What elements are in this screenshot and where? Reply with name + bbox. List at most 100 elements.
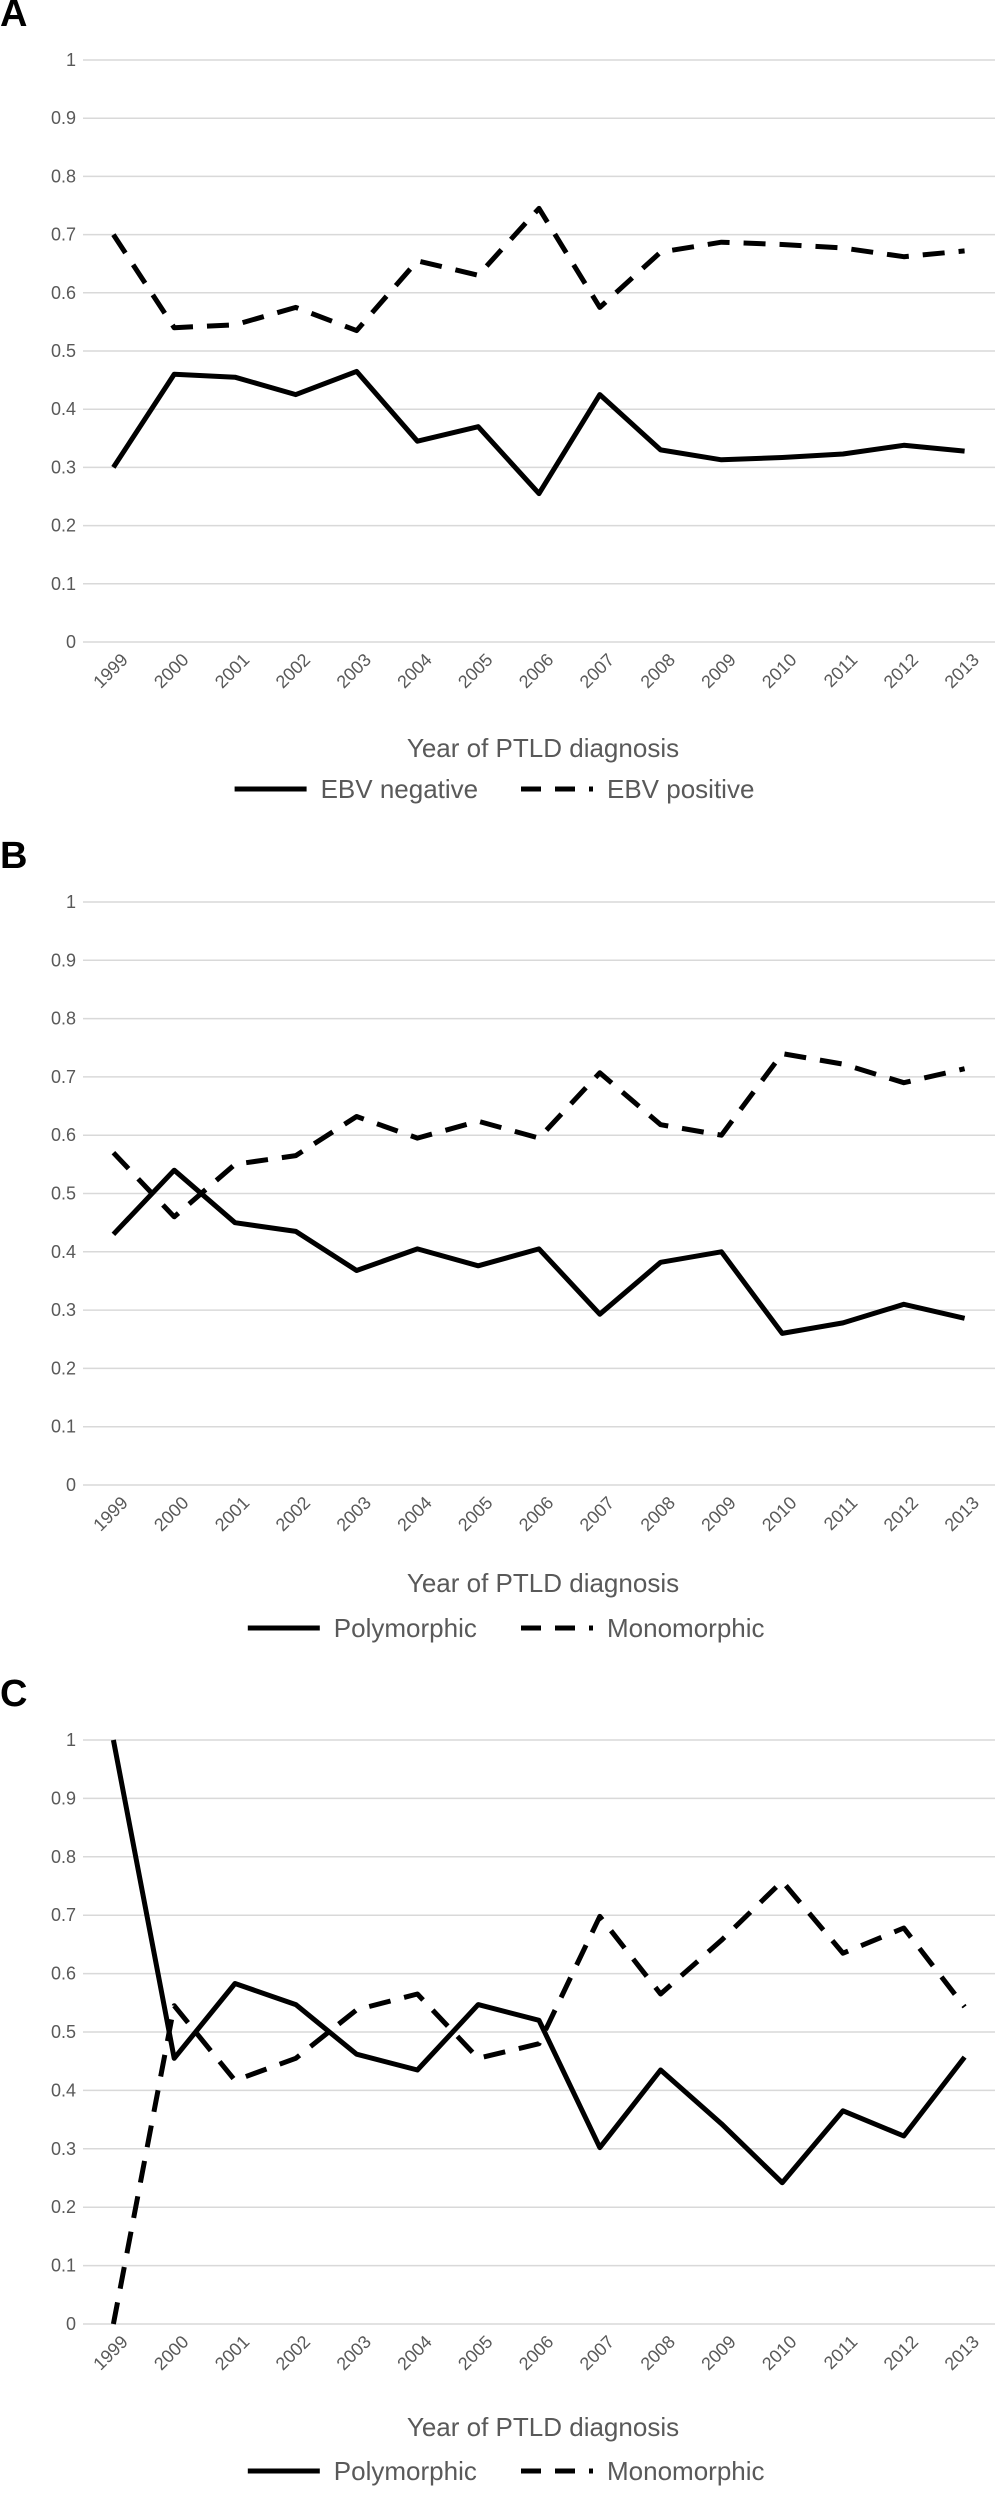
x-tick-label: 2004 [393,1493,435,1535]
y-tick-label: 0.8 [51,1009,76,1029]
x-tick-label: 1999 [89,1493,131,1535]
x-tick-label: 2011 [820,2332,862,2374]
legend-label: Polymorphic [334,2456,477,2486]
y-tick-label: 0.6 [51,283,76,303]
chart-panel-c: C 0 0.1 0.2 0.3 0.4 0.5 0.6 0.7 0.8 0.9 1 1999 2000 20… [0,1673,995,2486]
x-tick-label: 2013 [941,650,983,692]
x-tick-label: 2007 [576,1493,618,1535]
y-tick-label: 0.9 [51,108,76,128]
x-tick-label: 2000 [150,650,192,692]
x-axis-label: Year of PTLD diagnosis [407,733,679,763]
y-tick-label: 0.8 [51,1847,76,1867]
x-tick-label: 2004 [393,2332,435,2374]
x-tick-label: 2000 [150,2332,192,2374]
series-line-monomorphic [110,1878,967,2325]
legend: Polymorphic Monomorphic [247,2456,765,2486]
y-tick-label: 0.9 [51,1788,76,1808]
x-tick-label: 2007 [576,650,618,692]
x-tick-label: 2010 [758,2332,800,2374]
x-tick-label: 1999 [89,650,131,692]
y-tick-label: 0.3 [51,2139,76,2159]
x-tick-label: 2012 [880,650,922,692]
chart-panel-b: B 0 0.1 0.2 0.3 0.4 0.5 0.6 0.7 0.8 0.9 1 1999 2000 20… [0,835,995,1643]
x-axis-label: Year of PTLD diagnosis [407,2412,679,2442]
y-tick-label: 0.7 [51,225,76,245]
legend-label: EBV positive [607,774,754,804]
y-tick-label: 0.5 [51,341,76,361]
y-tick-label: 0.5 [51,1184,76,1204]
y-tick-label: 0.7 [51,1067,76,1087]
legend: EBV negative EBV positive [234,774,754,804]
chart-panel-a: A 0 0.1 0.2 0.3 0.4 0.5 0.6 0.7 0.8 0.9 1 1999 2000 20… [0,0,995,804]
x-tick-label: 2009 [697,1493,739,1535]
y-tick-label: 0.2 [51,516,76,536]
x-tick-label: 2012 [880,1493,922,1535]
panel-letter: A [0,0,27,35]
legend-label: EBV negative [321,774,479,804]
y-tick-label: 0.2 [51,2197,76,2217]
x-tick-label: 2006 [515,2332,557,2374]
y-tick-label: 0.4 [51,1242,76,1262]
x-tick-label: 2002 [272,1493,314,1535]
y-tick-label: 0.1 [51,1417,76,1437]
x-tick-label: 2011 [820,1493,862,1535]
x-tick-label: 2006 [515,1493,557,1535]
x-tick-label: 2008 [637,650,679,692]
y-tick-label: 0.1 [51,2256,76,2276]
x-tick-label: 2008 [637,2332,679,2374]
x-tick-label: 2010 [758,650,800,692]
x-tick-label: 2011 [820,650,862,692]
x-tick-label: 2012 [880,2332,922,2374]
y-tick-label: 0.1 [51,574,76,594]
x-tick-label: 2009 [697,2332,739,2374]
series-line-polymorphic [110,1739,967,2186]
series-line-ebv-positive [111,205,965,334]
y-tick-label: 0 [66,1475,76,1495]
y-tick-label: 0.5 [51,2022,76,2042]
x-tick-label: 2003 [333,2332,375,2374]
x-tick-label: 1999 [89,2332,131,2374]
y-tick-label: 0.3 [51,1300,76,1320]
y-tick-label: 0 [66,2314,76,2334]
series-line-monomorphic [111,1051,966,1220]
x-tick-label: 2010 [758,1493,800,1535]
panel-letter: C [0,1673,27,1715]
legend-label: Monomorphic [607,1613,765,1643]
y-tick-label: 0.6 [51,1964,76,1984]
panel-letter: B [0,835,27,877]
y-tick-label: 0.9 [51,950,76,970]
y-tick-label: 0.3 [51,457,76,477]
legend-label: Monomorphic [607,2456,765,2486]
x-tick-label: 2002 [272,650,314,692]
x-tick-label: 2005 [454,1493,496,1535]
x-tick-label: 2006 [515,650,557,692]
x-tick-label: 2003 [333,1493,375,1535]
x-tick-label: 2004 [393,650,435,692]
series-line-ebv-negative [111,368,965,497]
y-tick-label: 1 [66,1730,76,1750]
y-tick-label: 0.8 [51,166,76,186]
x-tick-label: 2001 [211,2332,253,2374]
y-tick-label: 1 [66,50,76,70]
y-tick-label: 0.7 [51,1905,76,1925]
y-tick-label: 0.4 [51,399,76,419]
x-tick-label: 2003 [333,650,375,692]
x-tick-label: 2009 [697,650,739,692]
x-tick-label: 2013 [941,1493,983,1535]
x-tick-label: 2008 [637,1493,679,1535]
x-tick-label: 2001 [211,1493,253,1535]
x-tick-label: 2005 [454,2332,496,2374]
x-axis-label: Year of PTLD diagnosis [407,1568,679,1598]
legend: Polymorphic Monomorphic [247,1613,765,1643]
x-tick-label: 2000 [150,1493,192,1535]
y-tick-label: 0.2 [51,1358,76,1378]
x-tick-label: 2001 [211,650,253,692]
x-tick-label: 2007 [576,2332,618,2374]
y-tick-label: 0.4 [51,2080,76,2100]
y-tick-label: 0 [66,632,76,652]
series-line-polymorphic [111,1167,966,1336]
x-tick-label: 2002 [272,2332,314,2374]
x-tick-label: 2013 [941,2332,983,2374]
